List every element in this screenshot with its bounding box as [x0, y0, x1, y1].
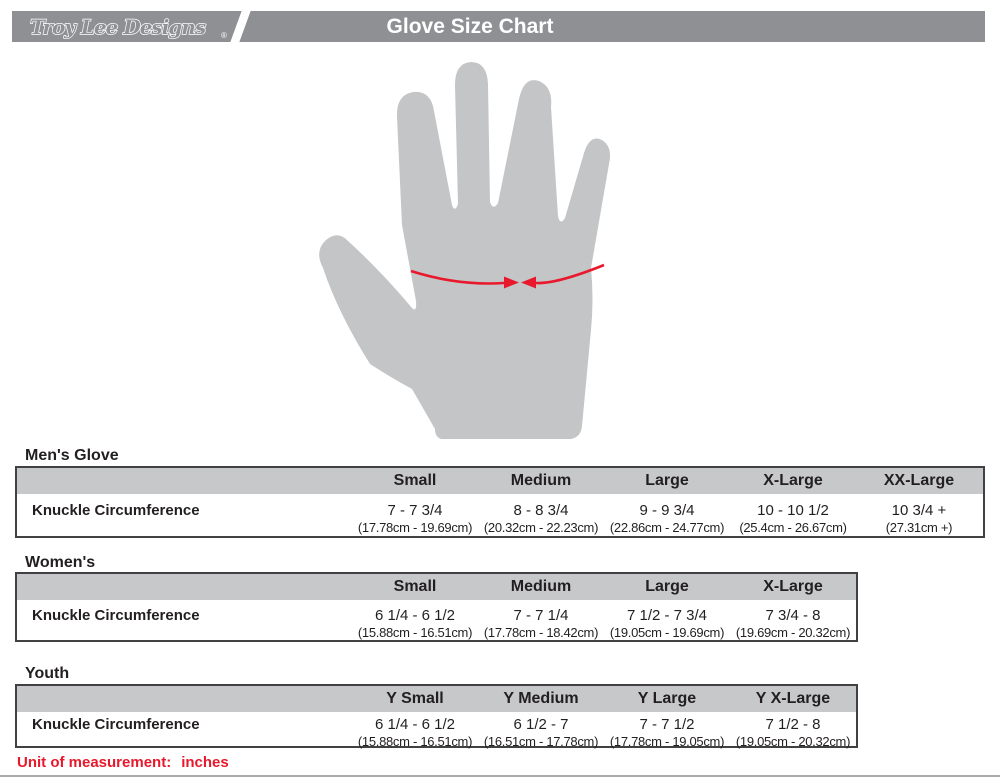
inches-range: 7 - 7 1/4 [513, 607, 569, 624]
inches-range: 6 1/4 - 6 1/2 [374, 716, 456, 733]
knuckle-measurement-arrow-icon [410, 263, 605, 289]
youth-glove-table: Y Small Y Medium Y Large Y X-Large Knuck… [15, 684, 858, 749]
inches-range: 6 1/2 - 7 [513, 716, 569, 733]
column-header-y-medium: Y Medium [503, 690, 579, 707]
cm-range: (17.78cm - 19.69cm) [357, 520, 473, 535]
column-header-large: Large [645, 472, 689, 489]
cm-range: (16.51cm - 17.78cm) [483, 734, 599, 749]
size-value-cell: 7 - 7 3/4 (17.78cm - 19.69cm) [352, 496, 478, 535]
section-title-youth: Youth [25, 665, 70, 682]
table-row: Knuckle Circumference 6 1/4 - 6 1/2 (15.… [17, 714, 856, 749]
column-header-medium: Medium [510, 472, 572, 489]
row-label: Knuckle Circumference [32, 716, 200, 733]
inches-range: 7 - 7 1/2 [639, 716, 695, 733]
cm-range: (15.88cm - 16.51cm) [357, 734, 473, 749]
column-header-small: Small [393, 578, 437, 595]
table-row: Knuckle Circumference 6 1/4 - 6 1/2 (15.… [17, 602, 856, 640]
troy-lee-designs-logo: Troy Lee Designs ® [29, 14, 227, 40]
size-value-cell: 10 3/4 + (27.31cm +) [856, 496, 982, 535]
size-value-cell: 8 - 8 3/4 (20.32cm - 22.23cm) [478, 496, 604, 535]
table-header-row: Small Medium Large X-Large [17, 574, 856, 602]
hand-silhouette-icon [319, 62, 611, 439]
cm-range: (20.32cm - 22.23cm) [483, 520, 599, 535]
size-value-cell: 6 1/4 - 6 1/2 (15.88cm - 16.51cm) [352, 714, 478, 749]
womens-glove-table: Small Medium Large X-Large Knuckle Circu… [15, 572, 858, 642]
table-row: Knuckle Circumference 7 - 7 3/4 (17.78cm… [17, 496, 983, 535]
cm-range: (17.78cm - 18.42cm) [483, 625, 599, 640]
unit-of-measurement-note: Unit of measurement: inches [17, 754, 229, 771]
inches-range: 9 - 9 3/4 [639, 502, 695, 519]
header-bar: Troy Lee Designs ® Glove Size Chart [12, 11, 985, 42]
row-label: Knuckle Circumference [32, 607, 200, 624]
column-header-xxlarge: XX-Large [883, 472, 955, 489]
cm-range: (22.86cm - 24.77cm) [609, 520, 725, 535]
cm-range: (27.31cm +) [885, 520, 953, 535]
inches-range: 10 3/4 + [891, 502, 947, 519]
table-header-row: Small Medium Large X-Large XX-Large [17, 468, 983, 496]
inches-range: 7 - 7 3/4 [387, 502, 443, 519]
cm-range: (19.05cm - 20.32cm) [735, 734, 851, 749]
column-header-xlarge: X-Large [763, 472, 823, 489]
size-value-cell: 7 1/2 - 7 3/4 (19.05cm - 19.69cm) [604, 602, 730, 640]
table-header-row: Y Small Y Medium Y Large Y X-Large [17, 686, 856, 714]
bottom-divider [0, 775, 1000, 777]
cm-range: (25.4cm - 26.67cm) [739, 520, 847, 535]
inches-range: 10 - 10 1/2 [757, 502, 829, 519]
registered-mark: ® [221, 31, 227, 40]
cm-range: (15.88cm - 16.51cm) [357, 625, 473, 640]
cm-range: (19.69cm - 20.32cm) [735, 625, 851, 640]
size-value-cell: 6 1/4 - 6 1/2 (15.88cm - 16.51cm) [352, 602, 478, 640]
size-value-cell: 7 - 7 1/2 (17.78cm - 19.05cm) [604, 714, 730, 749]
size-value-cell: 7 3/4 - 8 (19.69cm - 20.32cm) [730, 602, 856, 640]
column-header-xlarge: X-Large [763, 578, 823, 595]
hand-measurement-figure [319, 62, 611, 439]
cm-range: (17.78cm - 19.05cm) [609, 734, 725, 749]
size-value-cell: 7 - 7 1/4 (17.78cm - 18.42cm) [478, 602, 604, 640]
column-header-large: Large [645, 578, 689, 595]
column-header-y-large: Y Large [637, 690, 697, 707]
column-header-y-small: Y Small [386, 690, 444, 707]
inches-range: 7 1/2 - 8 [765, 716, 821, 733]
inches-range: 8 - 8 3/4 [513, 502, 569, 519]
row-label: Knuckle Circumference [32, 502, 200, 519]
column-header-small: Small [393, 472, 437, 489]
section-title-mens-glove: Men's Glove [25, 447, 119, 464]
cm-range: (19.05cm - 19.69cm) [609, 625, 725, 640]
mens-glove-table: Small Medium Large X-Large XX-Large Knuc… [15, 466, 985, 538]
unit-note-value: inches [181, 754, 229, 771]
size-value-cell: 9 - 9 3/4 (22.86cm - 24.77cm) [604, 496, 730, 535]
logo-text: Troy Lee Designs [30, 15, 206, 39]
size-value-cell: 7 1/2 - 8 (19.05cm - 20.32cm) [730, 714, 856, 749]
inches-range: 7 3/4 - 8 [765, 607, 821, 624]
inches-range: 7 1/2 - 7 3/4 [626, 607, 708, 624]
page-title: Glove Size Chart [386, 15, 554, 38]
column-header-y-xlarge: Y X-Large [755, 690, 831, 707]
unit-note-label: Unit of measurement: [17, 754, 172, 771]
size-value-cell: 6 1/2 - 7 (16.51cm - 17.78cm) [478, 714, 604, 749]
column-header-medium: Medium [510, 578, 572, 595]
inches-range: 6 1/4 - 6 1/2 [374, 607, 456, 624]
section-title-womens: Women's [25, 554, 96, 571]
size-value-cell: 10 - 10 1/2 (25.4cm - 26.67cm) [730, 496, 856, 535]
